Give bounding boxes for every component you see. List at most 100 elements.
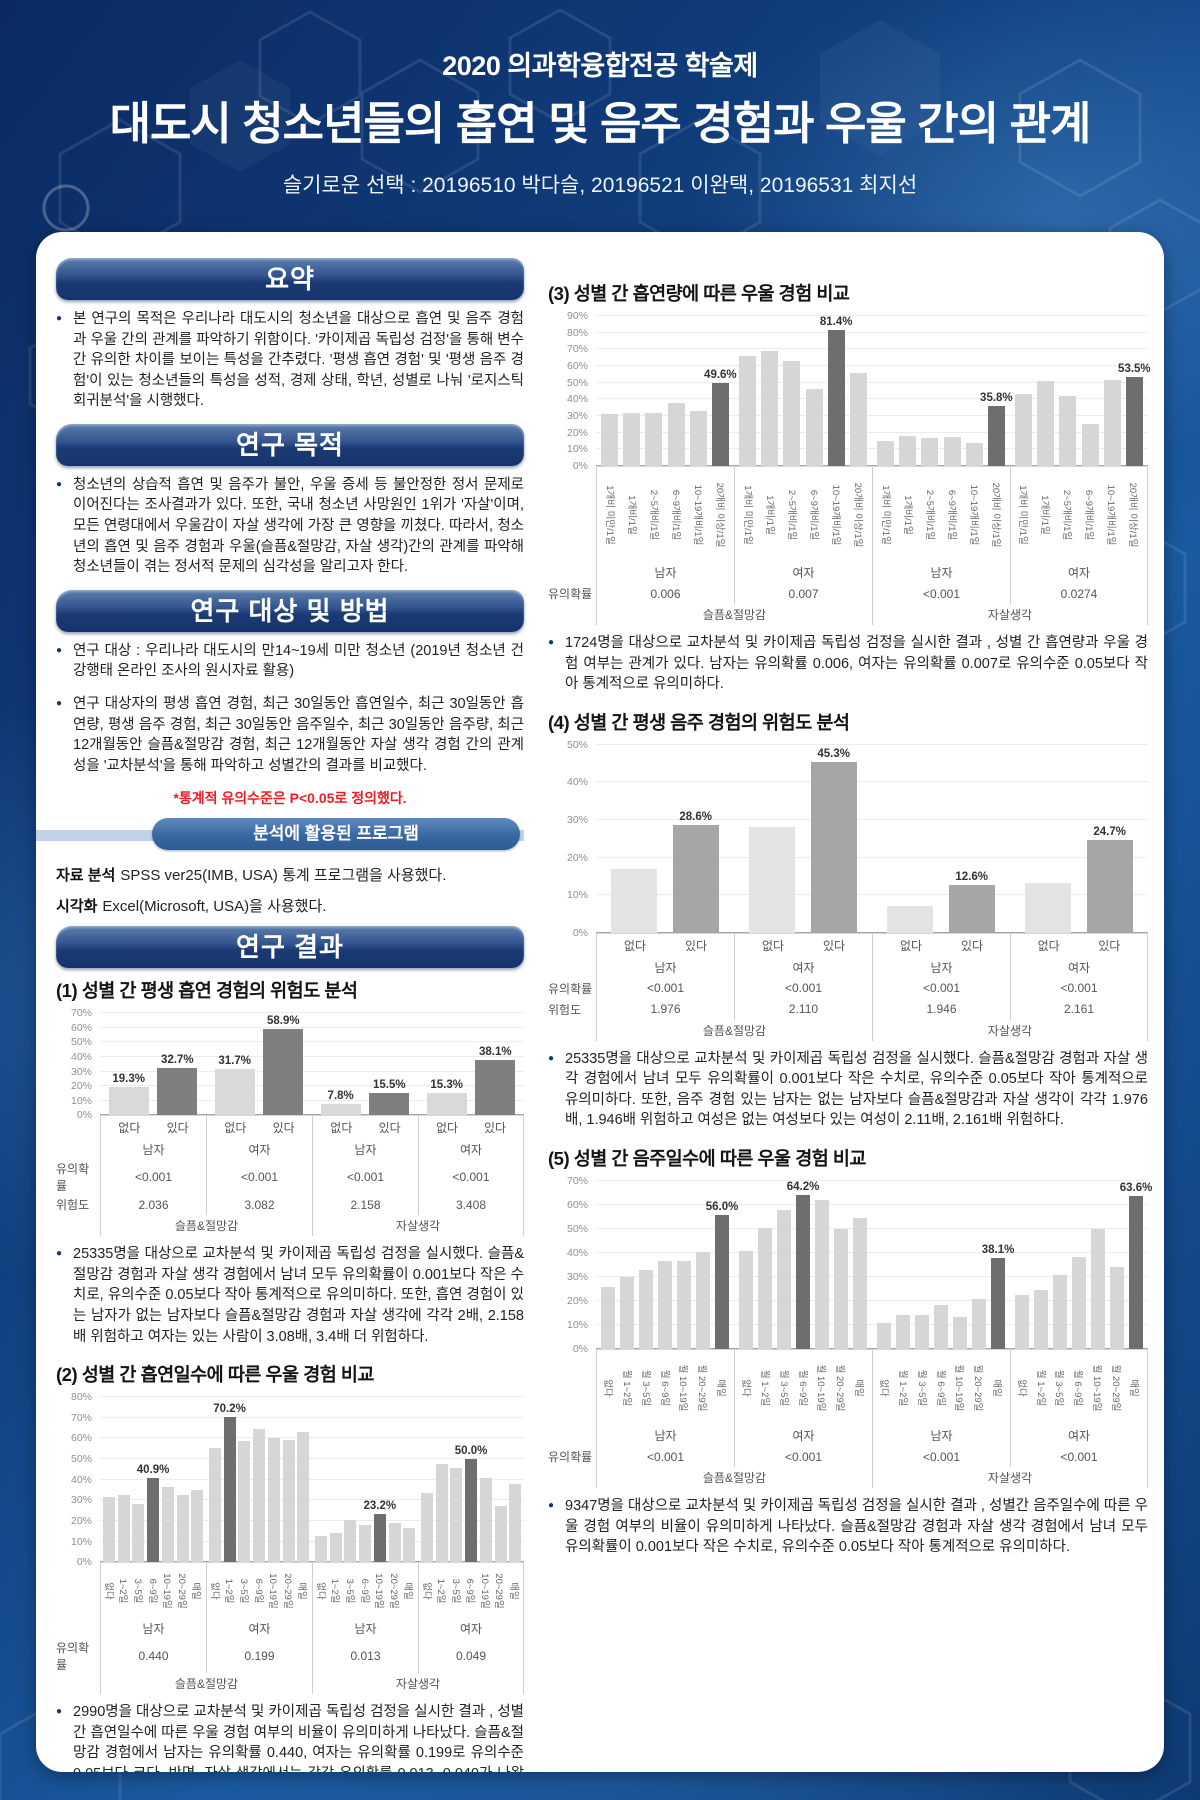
bar (1110, 1267, 1124, 1350)
axis-label-slot: 3~5일 (132, 1563, 145, 1618)
group-name: 여자 (1010, 562, 1148, 583)
axis-label-slot: 1~2일 (117, 1563, 130, 1618)
bar-slot (403, 1397, 416, 1563)
axis-label-slot: 10~19개비/1일 (690, 467, 707, 562)
bar (1125, 376, 1143, 466)
gridline (100, 1519, 524, 1521)
group-name: 남자 (100, 1139, 206, 1161)
gridline (596, 431, 1148, 433)
bar-group: 49.6% (596, 316, 737, 466)
axis-label-slot: 월 10~19일 (953, 1350, 967, 1425)
axis-label: 1개비 미만/1일 (741, 484, 753, 545)
bar-slot (620, 1181, 634, 1350)
axis-label: 월 10~19일 (677, 1364, 689, 1411)
bar (834, 1229, 848, 1350)
axis-label: 2~5개비/1일 (1061, 489, 1073, 540)
plot: 56.0% 64.2% 38.1% 63.6% (596, 1180, 1152, 1350)
bar-group: 81.4% (734, 316, 872, 466)
bar-slot (658, 1181, 672, 1350)
bar (877, 441, 895, 466)
bar (611, 868, 658, 933)
bar (943, 436, 961, 466)
category-name: 자살생각 (872, 604, 1148, 625)
bar-slot (696, 1181, 710, 1350)
bar-slot: 12.6% (948, 745, 995, 933)
gridline (596, 1204, 1148, 1206)
y-tick-label: 10% (70, 1094, 92, 1107)
axis-label: 없다 (314, 1581, 326, 1600)
bar-slot (601, 1181, 615, 1350)
bar-slot: 81.4% (820, 316, 853, 466)
axis-label-slot: 없다 (208, 1563, 222, 1618)
axis-label: 없다 (208, 1581, 220, 1600)
sig-value: 0.049 (418, 1639, 524, 1674)
axis-label-slot: 매일 (1128, 1350, 1142, 1425)
axis-label-cell: 없다 있다 (312, 1115, 418, 1140)
group-name: 여자 (734, 1425, 872, 1447)
sig-value: <0.001 (872, 1446, 1010, 1468)
gridline (100, 1085, 524, 1087)
axis-label: 월 3~5일 (1053, 1369, 1065, 1406)
bar-value-label: 49.6% (704, 369, 737, 382)
bar (915, 1315, 929, 1350)
y-tick-label: 90% (566, 310, 588, 322)
bar-group: 35.8% (872, 316, 1013, 466)
axis-label: 월 20~29일 (1109, 1364, 1121, 1411)
bar-slot: 58.9% (263, 1013, 304, 1116)
bar (1015, 1295, 1029, 1350)
bar-value-label: 35.8% (980, 392, 1013, 405)
bar-slot (329, 1397, 342, 1563)
group-name: 여자 (206, 1618, 312, 1640)
gridline (100, 1499, 524, 1501)
gridline (596, 365, 1148, 366)
axis-label-cell: 없다 월 1~2일 월 3~5일 월 6~9일 월 10~19일 월 20~29일 매일 (872, 1349, 1010, 1426)
bar-slot (191, 1397, 204, 1563)
gridline (596, 781, 1148, 783)
y-tick-label: 30% (566, 410, 588, 422)
bar-slot (777, 1181, 791, 1350)
y-tick-label: 40% (70, 1473, 92, 1486)
axis-label: 월 20~29일 (972, 1364, 984, 1411)
risk-value: 3.408 (418, 1194, 524, 1216)
axis-label-slot: 월 6~9일 (1072, 1350, 1086, 1425)
bar-slot (1053, 1181, 1067, 1350)
gridline (596, 931, 1148, 933)
axis-label-slot: 월 1~2일 (621, 1350, 635, 1425)
axis-label-slot: 없다 (602, 1350, 616, 1425)
axis-label: 3~5일 (237, 1578, 249, 1604)
bar (761, 351, 779, 466)
gridline (100, 1478, 524, 1480)
sig-row: 유의확률 <0.001 <0.001 <0.001 <0.001 (56, 1160, 524, 1195)
bar (450, 1468, 463, 1563)
bar-slot (117, 1397, 130, 1563)
sig-row-label: 유의확률 (56, 1641, 90, 1673)
axis-label-slot: 월 1~2일 (1035, 1350, 1049, 1425)
bar-group: 23.2% (312, 1397, 418, 1563)
axis-label-slot: 10~19일 (373, 1563, 386, 1618)
axis-label: 2~5개비/1일 (785, 489, 797, 540)
risk-value: 2.036 (100, 1194, 206, 1216)
sig-value: 0.440 (100, 1639, 206, 1674)
axis-label: 없다 (877, 1378, 889, 1397)
category-row: 슬픔&절망감 자살생각 (548, 604, 1148, 625)
bar-slot (420, 1397, 433, 1563)
gridline (596, 1180, 1148, 1182)
bar (672, 825, 719, 933)
axis-label: 6~9일 (358, 1578, 370, 1604)
gridline (100, 1561, 524, 1563)
content-panel: 요약 본 연구의 목적은 우리나라 대도시의 청소년을 대상으로 흡연 및 음주… (36, 232, 1164, 1772)
bar (810, 762, 857, 933)
program-label: 자료 분석 (56, 867, 116, 885)
axis-label: 10~19개비/1일 (691, 484, 703, 545)
chart-4-lifetime-drinking-risk: (4) 성별 간 평생 음주 경험의 위험도 분석 0% 10% 20% 30% 40% 5… (548, 709, 1148, 1041)
bar (509, 1483, 522, 1563)
axis-label-slot: 20개비 이상/1일 (712, 467, 729, 562)
bar-slot (805, 316, 823, 466)
axis-label: 없다 (739, 1378, 751, 1397)
bar-slot (494, 1397, 507, 1563)
axis-label-slot: 있다 (811, 934, 857, 957)
bar-slot (267, 1397, 280, 1563)
y-tick-label: 60% (566, 1199, 588, 1212)
axis-label: 1~2일 (117, 1578, 129, 1604)
bar (373, 1514, 386, 1563)
